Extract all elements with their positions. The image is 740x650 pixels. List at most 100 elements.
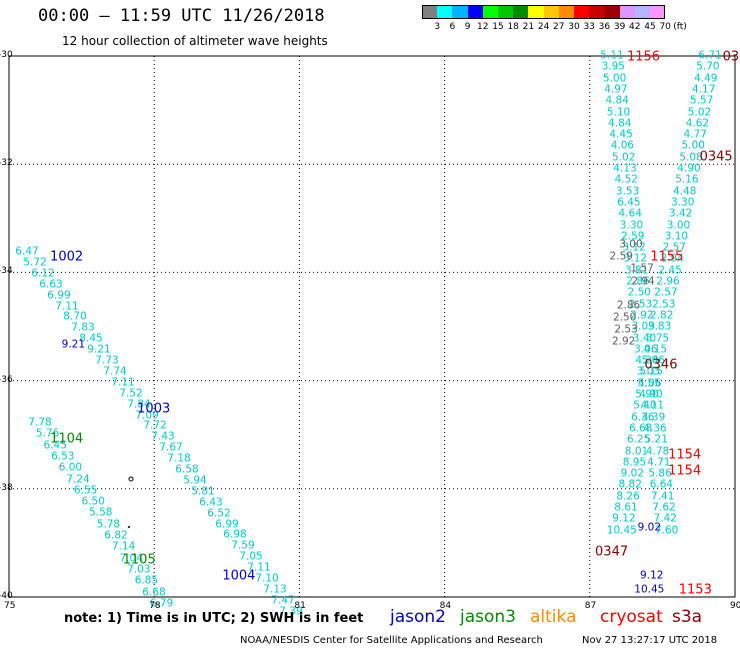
wave-height-value: 3.53 — [615, 185, 640, 198]
wave-height-value: 8.70 — [63, 310, 87, 323]
wave-height-value: 7.04 — [119, 552, 143, 565]
wave-height-value: 5.16 — [675, 173, 699, 186]
island-marker — [128, 526, 130, 528]
wave-height-value: 5.81 — [191, 485, 215, 498]
wave-height-value: 7.67 — [159, 441, 183, 454]
legend-swatch-label: 30 — [568, 22, 580, 32]
wave-height-value: 2.53 — [614, 323, 638, 336]
wave-height-value: 7.11 — [55, 300, 79, 312]
wave-height-value: 5.86 — [648, 467, 672, 480]
wave-height-value: 3.09 — [631, 320, 655, 333]
wave-height-value: 7.41 — [650, 490, 675, 503]
wave-height-value: 4.77 — [683, 128, 707, 141]
wave-height-value: 5.57 — [689, 94, 714, 107]
legend-swatch — [650, 5, 666, 19]
wave-height-value: 5.10 — [606, 106, 631, 118]
wave-height-value: 3.30 — [670, 196, 695, 209]
wave-height-value: 9.21 — [61, 338, 86, 351]
pass-time-label: 1155 — [650, 249, 684, 265]
legend-swatch — [589, 5, 605, 19]
pass-time-label: 1003 — [137, 401, 171, 417]
legend-swatch — [452, 5, 468, 19]
page-title: 00:00 – 11:59 UTC 11/26/2018 — [38, 6, 325, 26]
wave-height-value: 5.90 — [635, 388, 659, 401]
wave-height-value: 7.84 — [127, 398, 151, 411]
satellite-name: s3a — [672, 607, 703, 627]
wave-height-value: 7.72 — [143, 419, 167, 432]
footnote: note: 1) Time is in UTC; 2) SWH is in fe… — [64, 611, 364, 626]
wave-height-value: 4.36 — [643, 422, 667, 435]
wave-height-value: 2.92 — [611, 335, 636, 348]
wave-height-value: 6.68 — [628, 422, 653, 435]
wave-height-value: 6.45 — [43, 439, 67, 452]
wave-height-value: 9.02 — [620, 467, 644, 480]
wave-height-value: 5.06 — [641, 354, 665, 367]
wave-height-value: 6.53 — [51, 450, 75, 463]
wave-height-value: 4.15 — [643, 343, 668, 356]
pass-time-label: 0345 — [699, 149, 733, 165]
wave-height-value: 7.74 — [103, 365, 127, 378]
wave-height-value: 2.82 — [649, 309, 674, 322]
wave-height-value: 2.86 — [626, 275, 650, 288]
wave-height-value: 2.50 — [612, 311, 637, 324]
longitude-tick: 90 — [730, 601, 740, 611]
wave-height-value: 6.82 — [104, 529, 128, 542]
wave-height-value: 4.24 — [635, 354, 659, 367]
legend-swatch-label: 21 — [522, 22, 535, 32]
wave-height-value: 2.50 — [627, 286, 651, 299]
wave-height-value: 3.12 — [622, 241, 646, 254]
wave-height-value: 9.12 — [640, 569, 664, 582]
legend-swatch — [528, 5, 544, 19]
wave-height-value: 8.01 — [624, 445, 649, 457]
wave-height-value: 6.47 — [15, 245, 39, 258]
legend-swatch-label: 12 — [477, 22, 489, 32]
wave-height-value: 7.11 — [247, 561, 271, 574]
wave-height-value: 4.90 — [677, 162, 701, 175]
wave-height-value: 4.17 — [691, 83, 716, 96]
wave-height-value: 4.06 — [610, 139, 635, 152]
wave-height-value: 2.96 — [656, 275, 680, 288]
wave-height-value: 6.85 — [134, 574, 159, 587]
pass-time-label: 034 — [722, 49, 740, 65]
wave-height-value: 5.40 — [633, 399, 657, 412]
wave-height-value: 3.06 — [634, 343, 658, 356]
wave-height-value: 3.40 — [632, 332, 657, 344]
wave-height-value: 7.78 — [28, 416, 52, 429]
wave-height-value: 5.15 — [639, 365, 663, 378]
wave-height-value: 5.11 — [600, 49, 624, 62]
wave-height-value: 6.58 — [175, 463, 199, 476]
legend-swatch-label: 33 — [583, 22, 595, 32]
wave-height-value: 7.14 — [111, 540, 136, 553]
wave-height-value: 3.12 — [623, 252, 648, 265]
pass-time-label: 1002 — [50, 249, 84, 265]
wave-height-value: 3.83 — [647, 320, 672, 333]
legend-swatch-label: 6 — [449, 22, 456, 32]
wave-height-value: 6.55 — [73, 484, 98, 497]
wave-height-value: 3.10 — [664, 230, 689, 243]
wave-height-value: 4.71 — [647, 456, 671, 469]
wave-height-value: 2.53 — [652, 298, 676, 311]
legend-swatch — [634, 5, 650, 19]
wave-height-value: 3.75 — [645, 332, 670, 344]
wave-height-value: 8.61 — [614, 501, 638, 514]
wave-height-value: 2.57 — [654, 286, 678, 299]
legend-swatch-label: 9 — [464, 22, 471, 32]
wave-height-value: 4.64 — [618, 207, 642, 220]
wave-height-value: 7.47 — [271, 594, 295, 607]
wave-height-value: 4.52 — [614, 173, 638, 186]
wave-height-value: 7.73 — [95, 354, 119, 367]
pass-time-label: 1156 — [626, 49, 661, 65]
wave-height-value: 4.97 — [604, 83, 628, 96]
latitude-tick: -30 — [0, 50, 13, 60]
pass-time-label: 1153 — [678, 582, 712, 598]
pass-time-label: 1004 — [222, 568, 256, 584]
wave-height-value: 5.00 — [602, 72, 627, 85]
wave-height-value: 6.71 — [698, 49, 722, 62]
wave-height-value: 4.84 — [605, 94, 629, 107]
wave-height-value: 2.94 — [660, 252, 684, 265]
longitude-tick: 75 — [4, 601, 16, 611]
wave-height-value: 3.03 — [636, 365, 661, 378]
latitude-tick: -40 — [0, 591, 13, 601]
wave-height-value: 4.39 — [641, 411, 666, 424]
wave-height-value: 7.09 — [135, 409, 159, 421]
